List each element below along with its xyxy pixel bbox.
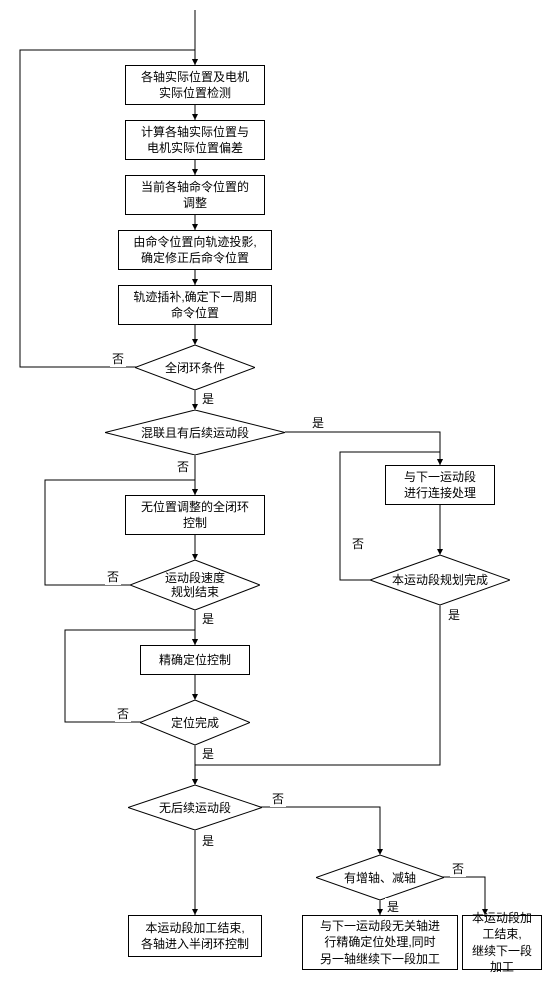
label-d3-yes: 是 (200, 610, 216, 627)
label-d2-yes: 是 (310, 414, 326, 431)
label-d7-yes: 是 (385, 898, 401, 915)
node-detect-position: 各轴实际位置及电机实际位置检测 (125, 65, 265, 105)
label-d3-no: 否 (105, 568, 121, 585)
decision-speed-plan-done: 运动段速度规划结束 (130, 560, 260, 610)
node-connect-next: 与下一运动段进行连接处理 (385, 465, 495, 505)
terminal-split-axis: 与下一运动段无关轴进行精确定位处理,同时另一轴继续下一段加工 (302, 915, 458, 970)
label-d5-yes: 是 (200, 832, 216, 849)
node-interpolate: 轨迹插补,确定下一周期命令位置 (118, 285, 272, 325)
label-d6-no: 否 (350, 535, 366, 552)
node-adjust-cmd: 当前各轴命令位置的调整 (125, 175, 265, 215)
label-d2-no: 否 (175, 458, 191, 475)
decision-position-done: 定位完成 (140, 700, 250, 745)
label-d6-yes: 是 (446, 606, 462, 623)
label-d1-yes: 是 (200, 390, 216, 407)
label-d4-no: 否 (115, 705, 131, 722)
decision-no-next: 无后续运动段 (128, 785, 262, 830)
label-d7-no: 否 (450, 860, 466, 877)
label-d1-no: 否 (110, 350, 126, 367)
decision-hybrid-next: 混联且有后续运动段 (105, 410, 285, 455)
node-precise-position: 精确定位控制 (140, 645, 250, 675)
node-closed-loop-noadj: 无位置调整的全闭环控制 (125, 495, 265, 535)
decision-segment-plan-done: 本运动段规划完成 (370, 555, 510, 605)
label-d4-yes: 是 (200, 745, 216, 762)
terminal-end-semi-closed: 本运动段加工结束,各轴进入半闭环控制 (128, 915, 262, 957)
node-project-trajectory: 由命令位置向轨迹投影,确定修正后命令位置 (118, 230, 272, 270)
terminal-continue-next: 本运动段加工结束,继续下一段加工 (462, 915, 542, 970)
decision-add-remove-axis: 有增轴、减轴 (316, 855, 444, 900)
label-d5-no: 否 (270, 790, 286, 807)
node-calc-deviation: 计算各轴实际位置与电机实际位置偏差 (125, 120, 265, 160)
flowchart-canvas: 各轴实际位置及电机实际位置检测 计算各轴实际位置与电机实际位置偏差 当前各轴命令… (10, 10, 544, 990)
decision-full-closed-loop: 全闭环条件 (135, 345, 255, 390)
